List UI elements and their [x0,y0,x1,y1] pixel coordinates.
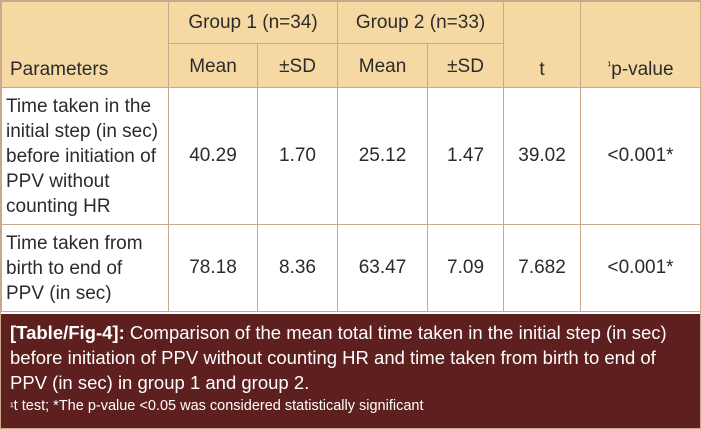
header-group2: Group 2 (n=33) [337,1,505,44]
header-pvalue-label: p-value [611,59,674,80]
row-sd1: 1.70 [256,87,339,225]
row-t: 39.02 [503,87,582,225]
table-row: Time taken from birth to end of PPV (in … [1,224,701,312]
row-parameter: Time taken from birth to end of PPV (in … [1,224,169,312]
header-row-groups: Parameters Group 1 (n=34) Group 2 (n=33)… [1,1,701,88]
footnote-sup: ¹ [10,401,14,413]
row-mean1: 40.29 [168,87,258,225]
table-row: Time taken in the initial step (in sec) … [1,87,701,225]
caption-text: Comparison of the mean total time taken … [10,322,667,393]
caption-footnote: ¹t test; *The p-value <0.05 was consider… [10,396,691,416]
header-t: t [503,1,582,88]
row-t: 7.682 [503,224,582,312]
row-sd2: 1.47 [427,87,505,225]
row-parameter: Time taken in the initial step (in sec) … [1,87,169,225]
caption-label: [Table/Fig-4]: [10,322,125,343]
header-pvalue-sup: ¹ [607,60,612,72]
row-mean2: 63.47 [337,224,429,312]
header-pvalue: ¹p-value [580,1,701,88]
row-p: <0.001* [580,87,701,225]
footnote-text: t test; *The p-value <0.05 was considere… [13,398,424,414]
header-mean1: Mean [168,43,258,88]
header-group1: Group 1 (n=34) [167,1,339,44]
results-table: Parameters Group 1 (n=34) Group 2 (n=33)… [1,1,701,312]
header-sd1: ±SD [256,43,339,88]
row-mean2: 25.12 [337,87,429,225]
caption-main: [Table/Fig-4]: Comparison of the mean to… [10,320,691,395]
row-p: <0.001* [580,224,701,312]
row-sd2: 7.09 [427,224,505,312]
header-row-stats: Mean ±SD Mean ±SD [2,43,701,88]
header-sd2: ±SD [427,43,505,88]
row-mean1: 78.18 [168,224,258,312]
header-parameters: Parameters [1,1,169,88]
header-mean2: Mean [337,43,429,88]
table-caption: [Table/Fig-4]: Comparison of the mean to… [1,314,700,428]
row-sd1: 8.36 [256,224,339,312]
